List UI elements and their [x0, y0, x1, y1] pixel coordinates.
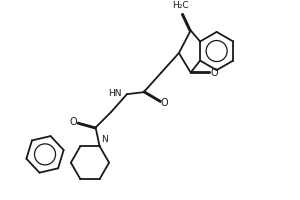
- Text: O: O: [161, 98, 169, 108]
- Text: H₂C: H₂C: [172, 1, 189, 10]
- Text: O: O: [70, 117, 77, 127]
- Text: O: O: [211, 68, 218, 78]
- Text: N: N: [101, 135, 108, 144]
- Text: HN: HN: [109, 89, 122, 98]
